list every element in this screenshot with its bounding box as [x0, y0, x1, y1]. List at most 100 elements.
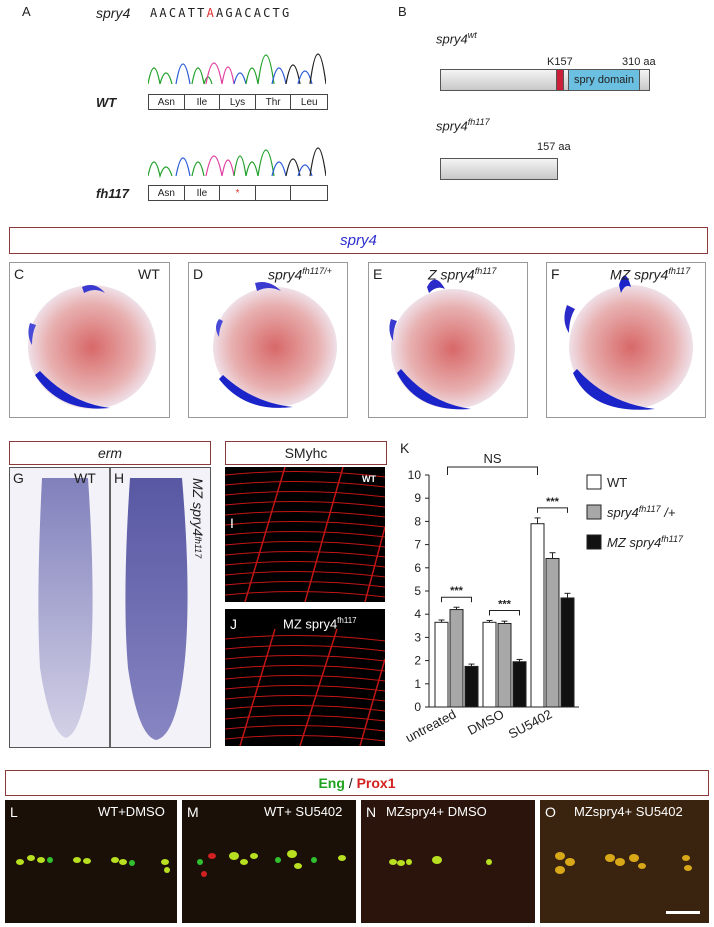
significance-label: *** — [450, 585, 464, 597]
panel-o-label: MZspry4+ SU5402 — [574, 804, 683, 819]
legend-swatch — [586, 474, 602, 490]
panel-letter-c: C — [14, 266, 25, 282]
mutant-length-label: 157 aa — [537, 141, 571, 153]
panel-e-label: Z spry4fh117 — [428, 266, 497, 283]
bar — [560, 597, 575, 708]
panel-label-a: A — [22, 4, 31, 19]
panel-c-image — [9, 262, 170, 418]
dna-sequence: AACATTAAGACACTG — [150, 6, 291, 20]
wt-protein-title: spry4wt — [436, 30, 477, 46]
mutant-protein-title: spry4fh117 — [436, 117, 490, 133]
gene-name-spry4: spry4 — [96, 5, 131, 21]
seq-pre: AACATT — [150, 6, 207, 20]
mut-aa: Ile — [185, 186, 221, 200]
panel-letter-e: E — [373, 266, 383, 282]
bar-chart: 0 1 2 3 4 5 6 7 8 9 10 *** untreated *** DMSO *** SU5402… — [403, 451, 684, 745]
panel-letter-f: F — [551, 266, 560, 282]
panel-d-gene: spry4 — [268, 266, 303, 283]
category-label: SU5402 — [506, 706, 555, 741]
mut-aa: Asn — [149, 186, 185, 200]
panel-label-b: B — [398, 4, 407, 19]
embryo-f — [564, 275, 693, 410]
wt-aa: Leu — [300, 96, 318, 108]
mut-protein-gene: spry4 — [436, 118, 468, 134]
panel-i-image — [225, 467, 385, 602]
mutant-row-label: fh117 — [96, 186, 129, 201]
y-tick-label: 7 — [414, 538, 421, 552]
significance-bracket — [489, 609, 520, 616]
category-label: DMSO — [465, 706, 506, 738]
fluorescence-m — [197, 850, 346, 877]
erm-embryos — [38, 468, 188, 747]
panel-m-image — [182, 800, 356, 923]
panel-f-image — [546, 262, 706, 418]
erm-header: erm — [9, 441, 211, 465]
panel-o-image — [540, 800, 709, 923]
panel-h-gene: MZ spry4 — [190, 478, 206, 537]
bar — [449, 609, 464, 708]
panel-d-sup: fh117/+ — [302, 266, 332, 276]
y-tick-label: 1 — [414, 677, 421, 691]
fluorescence-n — [389, 856, 492, 866]
mutant-protein-bar — [440, 158, 558, 180]
bar — [530, 523, 545, 708]
smyhc-header: SMyhc — [225, 441, 387, 465]
mut-aa — [291, 186, 327, 200]
panel-letter-i: I — [230, 515, 234, 531]
y-tick-label: 9 — [414, 491, 421, 505]
y-tick-label: 4 — [414, 607, 421, 621]
panel-gh-image — [9, 467, 211, 748]
embryo-d — [213, 282, 337, 408]
bar — [512, 661, 527, 708]
fluorescence-o — [555, 852, 692, 874]
panel-l-label: WT+DMSO — [98, 804, 165, 819]
panel-letter-d: D — [193, 266, 204, 282]
panel-n-label: MZspry4+ DMSO — [386, 804, 487, 819]
panel-f-label: MZ spry4fh117 — [610, 266, 690, 283]
legend-label: MZ spry4fh117 — [607, 534, 684, 550]
panel-j-sup: fh117 — [337, 616, 357, 625]
wt-protein-sup: wt — [467, 30, 477, 40]
significance-label: *** — [498, 598, 512, 610]
bar — [497, 622, 512, 708]
panel-h-sup: fh117 — [193, 536, 203, 559]
ns-bracket — [447, 466, 538, 475]
panel-letter-o: O — [545, 804, 556, 820]
panel-j-gene: MZ spry4 — [283, 616, 338, 632]
wt-aa-row: Asn Ile Lys Thr Leu — [148, 94, 328, 110]
significance-bracket — [441, 596, 472, 603]
wt-aa: Lys — [220, 95, 256, 109]
panel-c-label: WT — [138, 266, 160, 282]
y-tick-label: 5 — [414, 584, 421, 598]
y-tick-label: 0 — [414, 700, 421, 714]
spry-domain: spry domain — [568, 69, 640, 91]
legend-swatch — [586, 534, 602, 550]
k157-marker — [556, 69, 564, 91]
panel-g-label: WT — [74, 470, 96, 486]
wt-protein-gene: spry4 — [436, 31, 468, 47]
panel-j-label: MZ spry4fh117 — [283, 616, 357, 631]
legend-label: WT — [607, 475, 627, 490]
panel-f-sup: fh117 — [668, 266, 691, 276]
mutant-chromatogram — [148, 147, 326, 179]
y-tick-label: 3 — [414, 630, 421, 644]
mut-aa — [256, 186, 292, 200]
panel-letter-j: J — [230, 616, 237, 632]
panel-e-sup: fh117 — [474, 266, 497, 276]
y-tick-label: 8 — [414, 514, 421, 528]
eng-prox1-header: Eng / Prox1 — [5, 770, 709, 796]
panel-d-label: spry4fh117/+ — [268, 266, 332, 283]
panel-e-image — [368, 262, 528, 418]
y-tick-label: 2 — [414, 654, 421, 668]
panel-m-label: WT+ SU5402 — [264, 804, 343, 819]
panel-d-image — [188, 262, 348, 418]
wt-aa: Thr — [256, 95, 292, 109]
ns-label: NS — [483, 451, 501, 466]
eng-label: Eng — [318, 775, 345, 791]
panel-letter-m: M — [187, 804, 199, 820]
y-tick-label: 10 — [408, 468, 422, 482]
mut-aa-stop: * — [220, 186, 256, 200]
panel-e-gene: Z spry4 — [428, 266, 475, 283]
bar — [434, 621, 449, 708]
wt-aa: Ile — [185, 95, 221, 109]
